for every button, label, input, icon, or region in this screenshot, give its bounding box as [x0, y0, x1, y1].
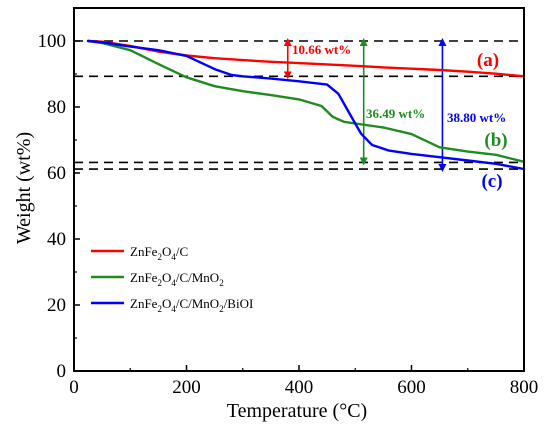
x-tick-label: 200: [172, 377, 201, 398]
series-label-a: (a): [477, 50, 499, 71]
series-lines: [86, 39, 526, 171]
y-tick-label: 20: [47, 295, 66, 316]
annotation-label-3: 38.80 wt%: [447, 110, 506, 125]
x-axis-title: Temperature (°C): [227, 400, 367, 422]
series-label-b: (b): [484, 130, 507, 151]
reference-lines: [74, 40, 524, 170]
x-tick-label: 0: [69, 377, 79, 398]
y-tick-label: 100: [38, 31, 67, 52]
annotation-label-1: 10.66 wt%: [292, 42, 351, 57]
annotation-labels: 10.66 wt% 36.49 wt% 38.80 wt%: [292, 42, 506, 125]
y-tick-label: 40: [47, 229, 66, 250]
series-labels: (a) (b) (c): [477, 50, 508, 192]
series-line-c: [86, 39, 526, 171]
series-line-b: [86, 39, 526, 164]
legend-entry-b: ZnFe2O4/C/MnO2: [130, 270, 224, 288]
y-tick-label: 80: [47, 97, 66, 118]
y-tick-label: 60: [47, 163, 66, 184]
y-axis-ticks: 0 20 40 60 80 100: [38, 31, 80, 382]
x-axis-ticks: 0 200 400 600 800: [69, 365, 538, 398]
legend-entry-c: ZnFe2O4/C/MnO2/BiOI: [130, 296, 253, 314]
series-label-c: (c): [481, 171, 502, 192]
x-tick-label: 600: [397, 377, 426, 398]
y-tick-label: 0: [57, 361, 67, 382]
y-axis-title: Weight (wt%): [13, 132, 35, 244]
annotation-label-2: 36.49 wt%: [366, 106, 425, 121]
legend: ZnFe2O4/C ZnFe2O4/C/MnO2 ZnFe2O4/C/MnO2/Bi…: [91, 244, 253, 314]
x-tick-label: 400: [285, 377, 314, 398]
x-tick-label: 800: [510, 377, 539, 398]
legend-entry-a: ZnFe2O4/C: [130, 244, 188, 262]
